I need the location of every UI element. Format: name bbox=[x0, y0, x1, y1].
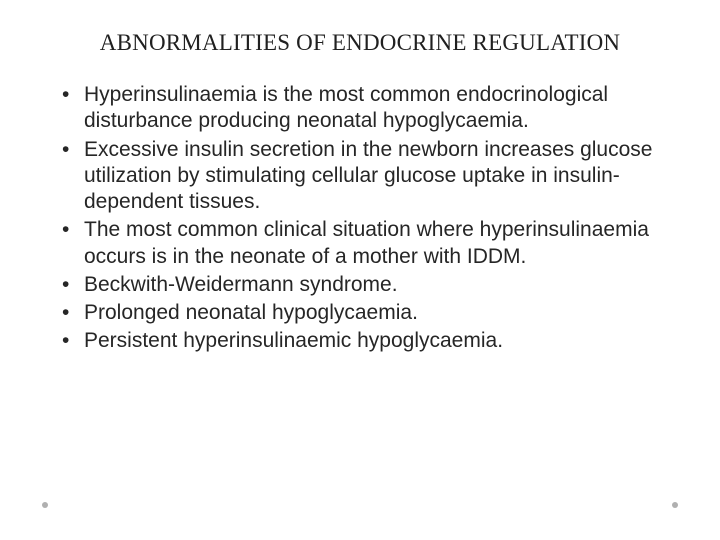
bullet-list: Hyperinsulinaemia is the most common end… bbox=[40, 82, 680, 355]
slide-container: ABNORMALITIES OF ENDOCRINE REGULATION Hy… bbox=[0, 0, 720, 540]
list-item: The most common clinical situation where… bbox=[56, 217, 680, 270]
decorative-dot-icon bbox=[42, 502, 48, 508]
list-item: Persistent hyperinsulinaemic hypoglycaem… bbox=[56, 328, 680, 354]
slide-title: ABNORMALITIES OF ENDOCRINE REGULATION bbox=[40, 30, 680, 56]
list-item: Hyperinsulinaemia is the most common end… bbox=[56, 82, 680, 135]
list-item: Beckwith-Weidermann syndrome. bbox=[56, 272, 680, 298]
decorative-dot-icon bbox=[672, 502, 678, 508]
list-item: Excessive insulin secretion in the newbo… bbox=[56, 137, 680, 216]
list-item: Prolonged neonatal hypoglycaemia. bbox=[56, 300, 680, 326]
